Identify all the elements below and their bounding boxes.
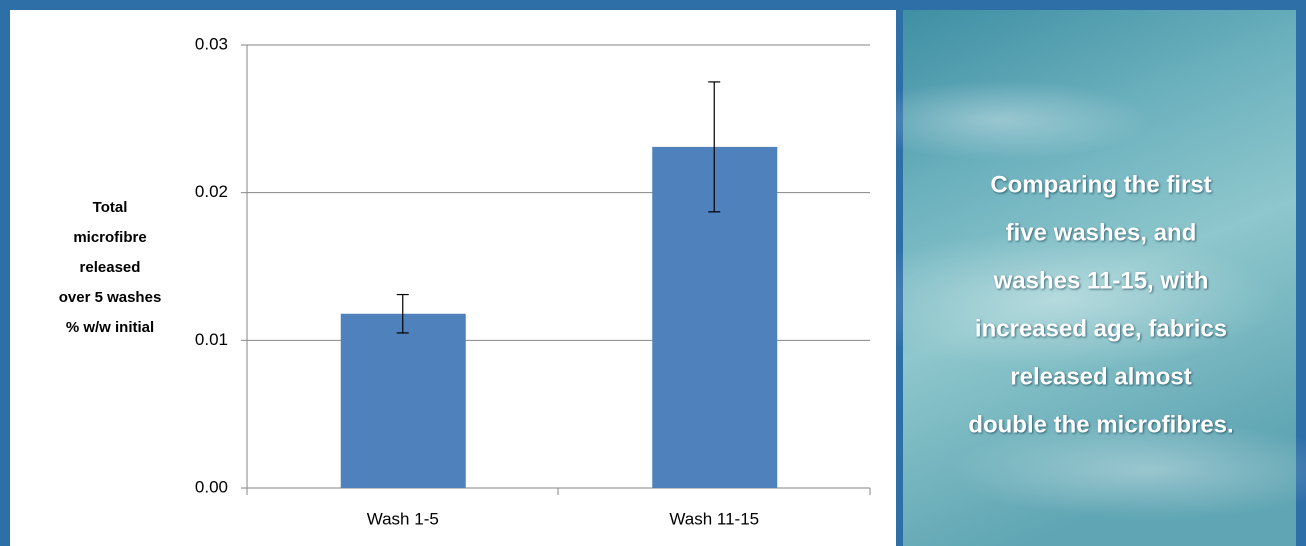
y-axis-label: released <box>80 259 141 276</box>
annotation-text: Comparing the first <box>990 171 1211 198</box>
x-tick-label: Wash 1-5 <box>367 509 439 528</box>
annotation-text: increased age, fabrics <box>975 315 1227 342</box>
y-tick-label: 0.02 <box>195 182 228 201</box>
annotation-text: five washes, and <box>1006 219 1197 246</box>
y-axis-label: over 5 washes <box>59 289 162 306</box>
y-tick-label: 0.03 <box>195 34 228 53</box>
error-bar <box>396 293 409 334</box>
annotation-text: washes 11-15, with <box>993 267 1209 294</box>
y-axis-label: microfibre <box>73 229 146 246</box>
water-glint <box>950 420 1306 520</box>
water-glint <box>850 80 1150 160</box>
water-glint <box>840 230 1280 370</box>
y-tick-label: 0.01 <box>195 330 228 349</box>
y-tick-label: 0.00 <box>195 477 228 496</box>
annotation-text: double the microfibres. <box>968 411 1233 438</box>
annotation-text: released almost <box>1010 363 1191 390</box>
x-tick-label: Wash 11-15 <box>669 509 759 528</box>
y-axis-label: % w/w initial <box>66 319 154 336</box>
y-axis-label: Total <box>93 199 128 216</box>
error-bar <box>708 81 721 213</box>
bar <box>340 313 466 488</box>
